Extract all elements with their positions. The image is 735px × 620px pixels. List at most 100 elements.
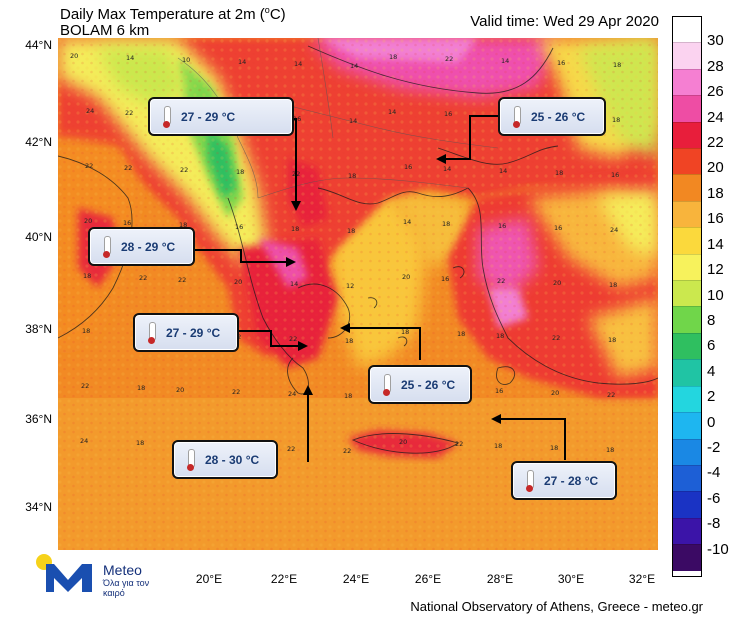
lat-label-34: 34°N xyxy=(25,500,52,514)
temp-callout: 25 - 26 °C xyxy=(498,97,606,136)
map-value-label: 16 xyxy=(293,115,301,123)
lon-label-30: 30°E xyxy=(557,572,585,586)
valid-time: Valid time: Wed 29 Apr 2020 xyxy=(470,13,659,30)
map-value-label: 18 xyxy=(83,272,91,280)
colorbar-cell xyxy=(673,227,701,254)
map-value-label: 18 xyxy=(613,61,621,69)
map-value-label: 18 xyxy=(609,281,617,289)
colorbar-label: 18 xyxy=(707,184,724,202)
map-value-label: 18 xyxy=(606,446,614,454)
map-value-label: 14 xyxy=(403,218,411,226)
map-value-label: 24 xyxy=(288,390,296,398)
colorbar-label: 12 xyxy=(707,261,724,279)
colorbar-cell xyxy=(673,438,701,465)
colorbar xyxy=(672,16,702,577)
model-name: BOLAM 6 km xyxy=(60,22,150,39)
lon-label-22: 22°E xyxy=(270,572,298,586)
colorbar-cell xyxy=(673,42,701,69)
lat-label-36: 36°N xyxy=(25,412,52,426)
map-value-label: 22 xyxy=(287,445,295,453)
map-value-label: 22 xyxy=(552,334,560,342)
map-value-label: 14 xyxy=(290,280,298,288)
colorbar-label: 22 xyxy=(707,134,724,152)
thermometer-icon xyxy=(382,373,391,396)
thermometer-icon xyxy=(186,448,195,471)
temp-callout: 27 - 29 °C xyxy=(133,313,239,352)
lat-label-38: 38°N xyxy=(25,322,52,336)
lon-label-32: 32°E xyxy=(628,572,656,586)
meteo-logo-icon xyxy=(36,554,92,592)
map-value-label: 14 xyxy=(350,62,358,70)
colorbar-cell xyxy=(673,359,701,386)
map-value-label: 20 xyxy=(551,389,559,397)
temp-callout: 28 - 29 °C xyxy=(88,227,195,266)
map-value-label: 12 xyxy=(346,282,354,290)
map-value-label: 18 xyxy=(608,336,616,344)
credit-text: National Observatory of Athens, Greece -… xyxy=(410,599,703,614)
thermometer-icon xyxy=(102,235,111,258)
map-value-label: 14 xyxy=(388,108,396,116)
colorbar-cell xyxy=(673,148,701,175)
colorbar-cell xyxy=(673,464,701,492)
colorbar-label: 14 xyxy=(707,235,724,253)
colorbar-cell xyxy=(673,385,701,413)
colorbar-label: 0 xyxy=(707,413,716,431)
colorbar-label: 4 xyxy=(707,362,716,380)
colorbar-cell xyxy=(673,121,701,149)
map-value-label: 18 xyxy=(344,392,352,400)
map-value-label: 16 xyxy=(611,171,619,179)
colorbar-cell xyxy=(673,306,701,333)
colorbar-label: 16 xyxy=(707,210,724,228)
map-value-label: 16 xyxy=(498,222,506,230)
map-value-label: 14 xyxy=(349,117,357,125)
map-value-label: 16 xyxy=(557,59,565,67)
map-value-label: 18 xyxy=(612,116,620,124)
colorbar-label: 26 xyxy=(707,83,724,101)
lat-label-40: 40°N xyxy=(25,230,52,244)
map-value-label: 20 xyxy=(399,438,407,446)
map-value-label: 18 xyxy=(347,227,355,235)
colorbar-label: 10 xyxy=(707,286,724,304)
temp-callout: 27 - 29 °C xyxy=(148,97,294,136)
colorbar-cell xyxy=(673,544,701,571)
map-value-label: 18 xyxy=(555,169,563,177)
colorbar-cell xyxy=(673,280,701,307)
map-value-label: 20 xyxy=(553,279,561,287)
lon-label-26: 26°E xyxy=(414,572,442,586)
map-value-label: 10 xyxy=(182,56,190,64)
map-value-label: 18 xyxy=(401,328,409,336)
map-value-label: 22 xyxy=(180,166,188,174)
map-value-label: 16 xyxy=(123,219,131,227)
map-value-label: 22 xyxy=(607,391,615,399)
temp-callout: 27 - 28 °C xyxy=(511,461,617,500)
colorbar-cell xyxy=(673,174,701,201)
colorbar-label: 24 xyxy=(707,108,724,126)
map-value-label: 22 xyxy=(455,440,463,448)
map-value-label: 22 xyxy=(139,274,147,282)
map-value-label: 14 xyxy=(501,57,509,65)
map-value-label: 18 xyxy=(389,53,397,61)
map-value-label: 20 xyxy=(84,217,92,225)
colorbar-label: -2 xyxy=(707,438,721,456)
map-value-label: 20 xyxy=(402,273,410,281)
map-value-label: 16 xyxy=(441,275,449,283)
thermometer-icon xyxy=(512,105,521,128)
map-value-label: 22 xyxy=(289,335,297,343)
map-value-label: 18 xyxy=(136,439,144,447)
map-value-label: 18 xyxy=(179,221,187,229)
colorbar-cell xyxy=(673,412,701,439)
colorbar-cell xyxy=(673,17,701,43)
colorbar-cell xyxy=(673,517,701,545)
map-value-label: 18 xyxy=(494,442,502,450)
map-value-label: 18 xyxy=(457,330,465,338)
map-value-label: 22 xyxy=(125,109,133,117)
lat-label-42: 42°N xyxy=(25,135,52,149)
map-value-label: 18 xyxy=(496,332,504,340)
map-title: Daily Max Temperature at 2m (oC) BOLAM 6… xyxy=(60,5,286,39)
map-value-label: 20 xyxy=(70,52,78,60)
thermometer-icon xyxy=(525,469,534,492)
colorbar-cell xyxy=(673,200,701,228)
map-value-label: 18 xyxy=(82,327,90,335)
colorbar-label: 28 xyxy=(707,57,724,75)
map-value-label: 18 xyxy=(348,172,356,180)
